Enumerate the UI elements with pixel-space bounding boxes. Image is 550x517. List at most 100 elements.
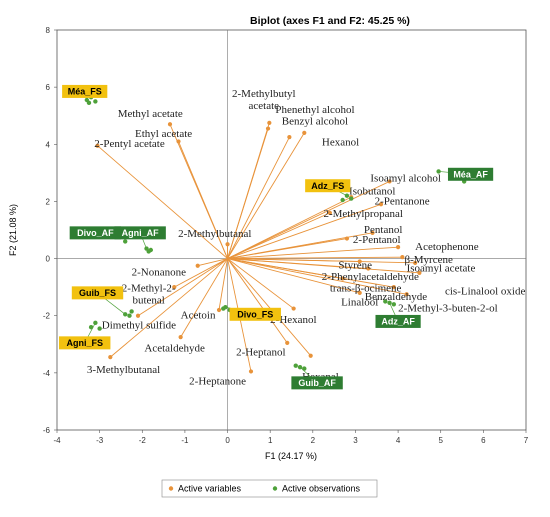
plot-area-frame (56, 29, 527, 431)
chart-title: Biplot (axes F1 and F2: 45.25 %) (250, 15, 410, 27)
observation-box-adz-af (375, 314, 421, 328)
y-tick-label: 0 (46, 255, 51, 264)
variable-label-2-pentyl-acetate: 2-Pentyl acetate (94, 138, 165, 150)
observation-point-agni-af (146, 249, 151, 254)
observation-point-guib-fs (127, 313, 132, 318)
variable-vector-2-methylpropanal (227, 212, 331, 259)
variable-point-2-methylpropanal (327, 210, 332, 215)
variable-label-benzyl-alcohol: Benzyl alcohol (282, 115, 348, 127)
variable-vector-hexanol (227, 132, 305, 259)
variable-point-2-methyl-3-buten-2-ol (404, 292, 409, 297)
variable-label-isobutanol: Isobutanol (349, 185, 395, 197)
x-tick-label: 4 (396, 436, 401, 445)
legend: Active variables Active observations (161, 479, 378, 498)
variable-label-line: acetate (249, 100, 280, 112)
x-tick-label: 5 (439, 436, 444, 445)
y-tick-label: -4 (43, 369, 51, 378)
observation-point-adz-fs (340, 197, 345, 203)
legend-observations-label: Active observations (282, 484, 361, 494)
variable-vector-beta-myrcene (227, 256, 403, 260)
variable-point-hexanol (302, 130, 307, 135)
observation-label-divo-af: Divo_AF (77, 228, 114, 238)
observation-box-divo-af (69, 226, 122, 240)
variable-point-2-methyl-2-butenal (172, 285, 177, 290)
x-tick-label: -4 (53, 436, 61, 445)
observation-point-guib-af (293, 363, 298, 368)
variable-label-line: 2-Methyl-2- (122, 282, 176, 294)
observation-label-mea-af: Méa_AF (453, 169, 488, 179)
observation-point-divo-fs (221, 306, 226, 311)
variable-label-linalool: Linalool (341, 297, 378, 309)
variable-label-2-heptanol: 2-Heptanol (236, 347, 285, 359)
observation-box-agni-fs (59, 336, 111, 350)
variable-label-phenethyl-alcohol: Phenethyl alcohol (275, 104, 354, 116)
variable-label-beta-myrcene: β-Myrcene (404, 254, 452, 266)
variable-vector-2-heptanol (227, 258, 288, 344)
observation-box-mea-af (447, 167, 494, 181)
variable-vector-dimethyl-sulfide (137, 258, 228, 317)
variable-label-isoamyl-acetate: Isoamyl acetate (407, 262, 476, 274)
observation-label-agni-fs: Agni_FS (66, 338, 103, 348)
x-tick-label: 0 (225, 436, 230, 445)
variable-label-2-pentanone: 2-Pentanone (375, 195, 430, 207)
variable-label-2-methylpropanal: 2-Methylpropanal (323, 208, 402, 220)
variable-label-acetaldehyde: Acetaldehyde (144, 342, 205, 354)
variable-vector-2-hexanol (227, 258, 294, 309)
observation-label-guib-af: Guib_AF (298, 378, 336, 388)
variable-label-2-heptanone: 2-Heptanone (189, 375, 246, 387)
variable-label-acetophenone: Acetophenone (415, 241, 479, 253)
variable-point-benzaldehyde (391, 285, 396, 290)
observation-point-mea-fs (86, 100, 92, 106)
observation-box-guib-fs (71, 286, 124, 300)
variable-point-acetophenone (395, 245, 401, 250)
y-tick-label: 6 (46, 83, 51, 92)
variable-label-isoamyl-alcohol: Isoamyl alcohol (370, 172, 441, 184)
variable-point-2-heptanol (285, 340, 290, 345)
observation-point-agni-fs (97, 326, 102, 331)
variable-vector-phenethyl-alcohol (227, 128, 269, 259)
observation-label-mea-fs: Méa_FS (68, 87, 102, 97)
variable-vector-2-pentanone (227, 203, 382, 259)
legend-box (161, 479, 378, 498)
x-tick-label: -3 (96, 436, 104, 445)
variable-point-hexanal (308, 353, 313, 358)
variable-vector-hexanal (227, 258, 312, 357)
legend-variables-label: Active variables (178, 484, 242, 494)
observation-box-guib-af (291, 376, 343, 390)
variable-point-2-methylbutyl-acetate (267, 120, 272, 125)
observation-point-adz-fs (348, 196, 354, 201)
variable-label-benzaldehyde: Benzaldehyde (365, 291, 427, 303)
observation-point-adz-af (387, 300, 392, 306)
observation-box-divo-fs (229, 307, 281, 321)
variable-vector-3-methylbutanal (110, 258, 228, 358)
variable-label-line: butenal (132, 294, 164, 306)
observation-label-adz-fs: Adz_FS (311, 181, 344, 191)
x-tick-label: 6 (481, 436, 486, 445)
observation-box-agni-af (114, 226, 166, 240)
variable-vector-2-pentanol (227, 238, 348, 260)
variable-vector-cis-linalool-oxide (227, 258, 420, 274)
variable-label-line: 2-Methylbutyl (232, 88, 296, 100)
variable-point-pentanol (370, 230, 375, 235)
variable-label-ethyl-acetate: Ethyl acetate (135, 128, 192, 140)
observation-label-guib-fs: Guib_FS (79, 288, 116, 298)
legend-variables-marker (168, 486, 174, 491)
variable-label-dimethyl-sulfide: Dimethyl sulfide (102, 320, 176, 332)
y-tick-label: 8 (46, 26, 51, 35)
variable-label-2-methylbutanal: 2-Methylbutanal (178, 228, 251, 240)
y-tick-label: -6 (43, 426, 51, 435)
observation-point-divo-af (123, 239, 128, 244)
variable-point-isoamyl-acetate (413, 260, 418, 265)
y-axis-label: F2 (21.08 %) (8, 204, 18, 256)
variable-vector-benzaldehyde (227, 258, 394, 288)
observation-label-agni-af: Agni_AF (122, 228, 160, 238)
variable-vector-acetoin (218, 258, 228, 311)
variable-label-2-hexanol: 2-Hexanol (270, 314, 316, 326)
observation-box-adz-fs (305, 179, 351, 193)
variable-label-acetoin: Acetoin (181, 310, 216, 322)
variable-vector-isobutanol (227, 196, 352, 259)
variable-point-2-methylbutanal (225, 242, 230, 247)
variable-point-isoamyl-alcohol (387, 179, 392, 184)
variable-point-2-phenylacetaldehyde (366, 266, 371, 271)
